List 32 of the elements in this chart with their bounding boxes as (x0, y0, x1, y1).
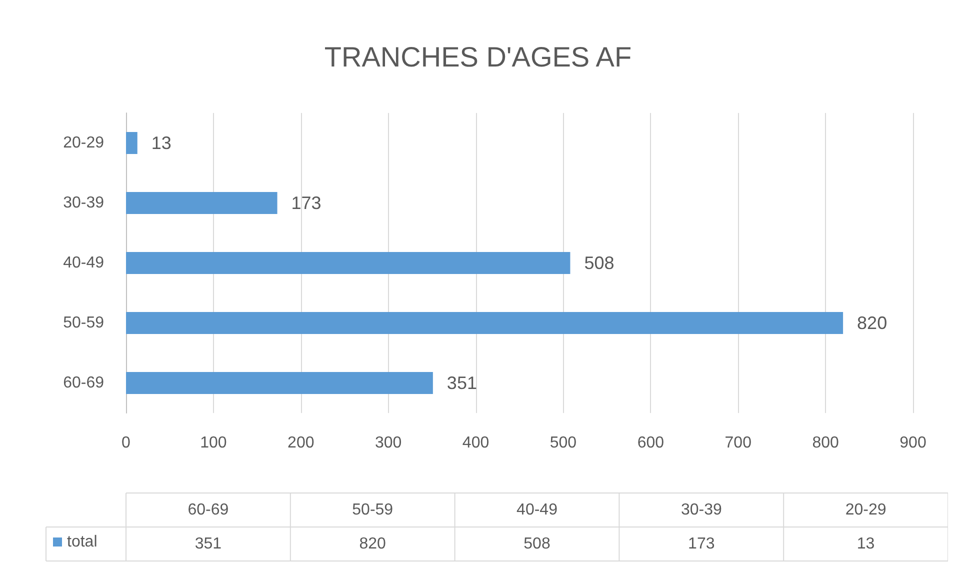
data-label: 351 (446, 373, 477, 393)
x-tick-label: 600 (637, 434, 664, 452)
category-label: 60-69 (188, 502, 229, 518)
x-tick-label: 300 (374, 434, 402, 452)
x-tick-label: 700 (724, 434, 752, 452)
x-tick-label: 400 (462, 434, 490, 452)
category-label: 40-49 (516, 502, 558, 518)
x-tick-label: 100 (200, 434, 227, 452)
x-tick-label: 500 (550, 434, 577, 452)
category-label: 20-29 (845, 502, 886, 518)
y-tick-label: 40-49 (63, 254, 104, 272)
y-tick-label: 20-29 (63, 134, 104, 152)
category-label: 50-59 (352, 502, 394, 518)
data-label: 508 (584, 253, 614, 273)
x-tick-label: 200 (288, 434, 314, 452)
category-label: 30-39 (680, 502, 722, 518)
y-tick-label: 30-39 (63, 194, 104, 212)
x-tick-label: 900 (900, 434, 926, 452)
text: 820 (359, 536, 386, 552)
text: 173 (688, 536, 715, 552)
data-label: 13 (151, 133, 172, 153)
text: 351 (194, 536, 222, 552)
data-label: 173 (291, 193, 322, 213)
x-tick-label: 0 (122, 434, 131, 452)
text: 13 (856, 536, 875, 552)
legend-label: total (67, 534, 98, 550)
chart-title: TRANCHES D'AGES AF (324, 42, 632, 72)
x-tick-label: 800 (812, 434, 839, 452)
data-label: 820 (857, 313, 888, 333)
y-tick-label: 60-69 (63, 374, 104, 392)
text: 508 (524, 536, 550, 552)
y-tick-label: 50-59 (63, 314, 104, 332)
